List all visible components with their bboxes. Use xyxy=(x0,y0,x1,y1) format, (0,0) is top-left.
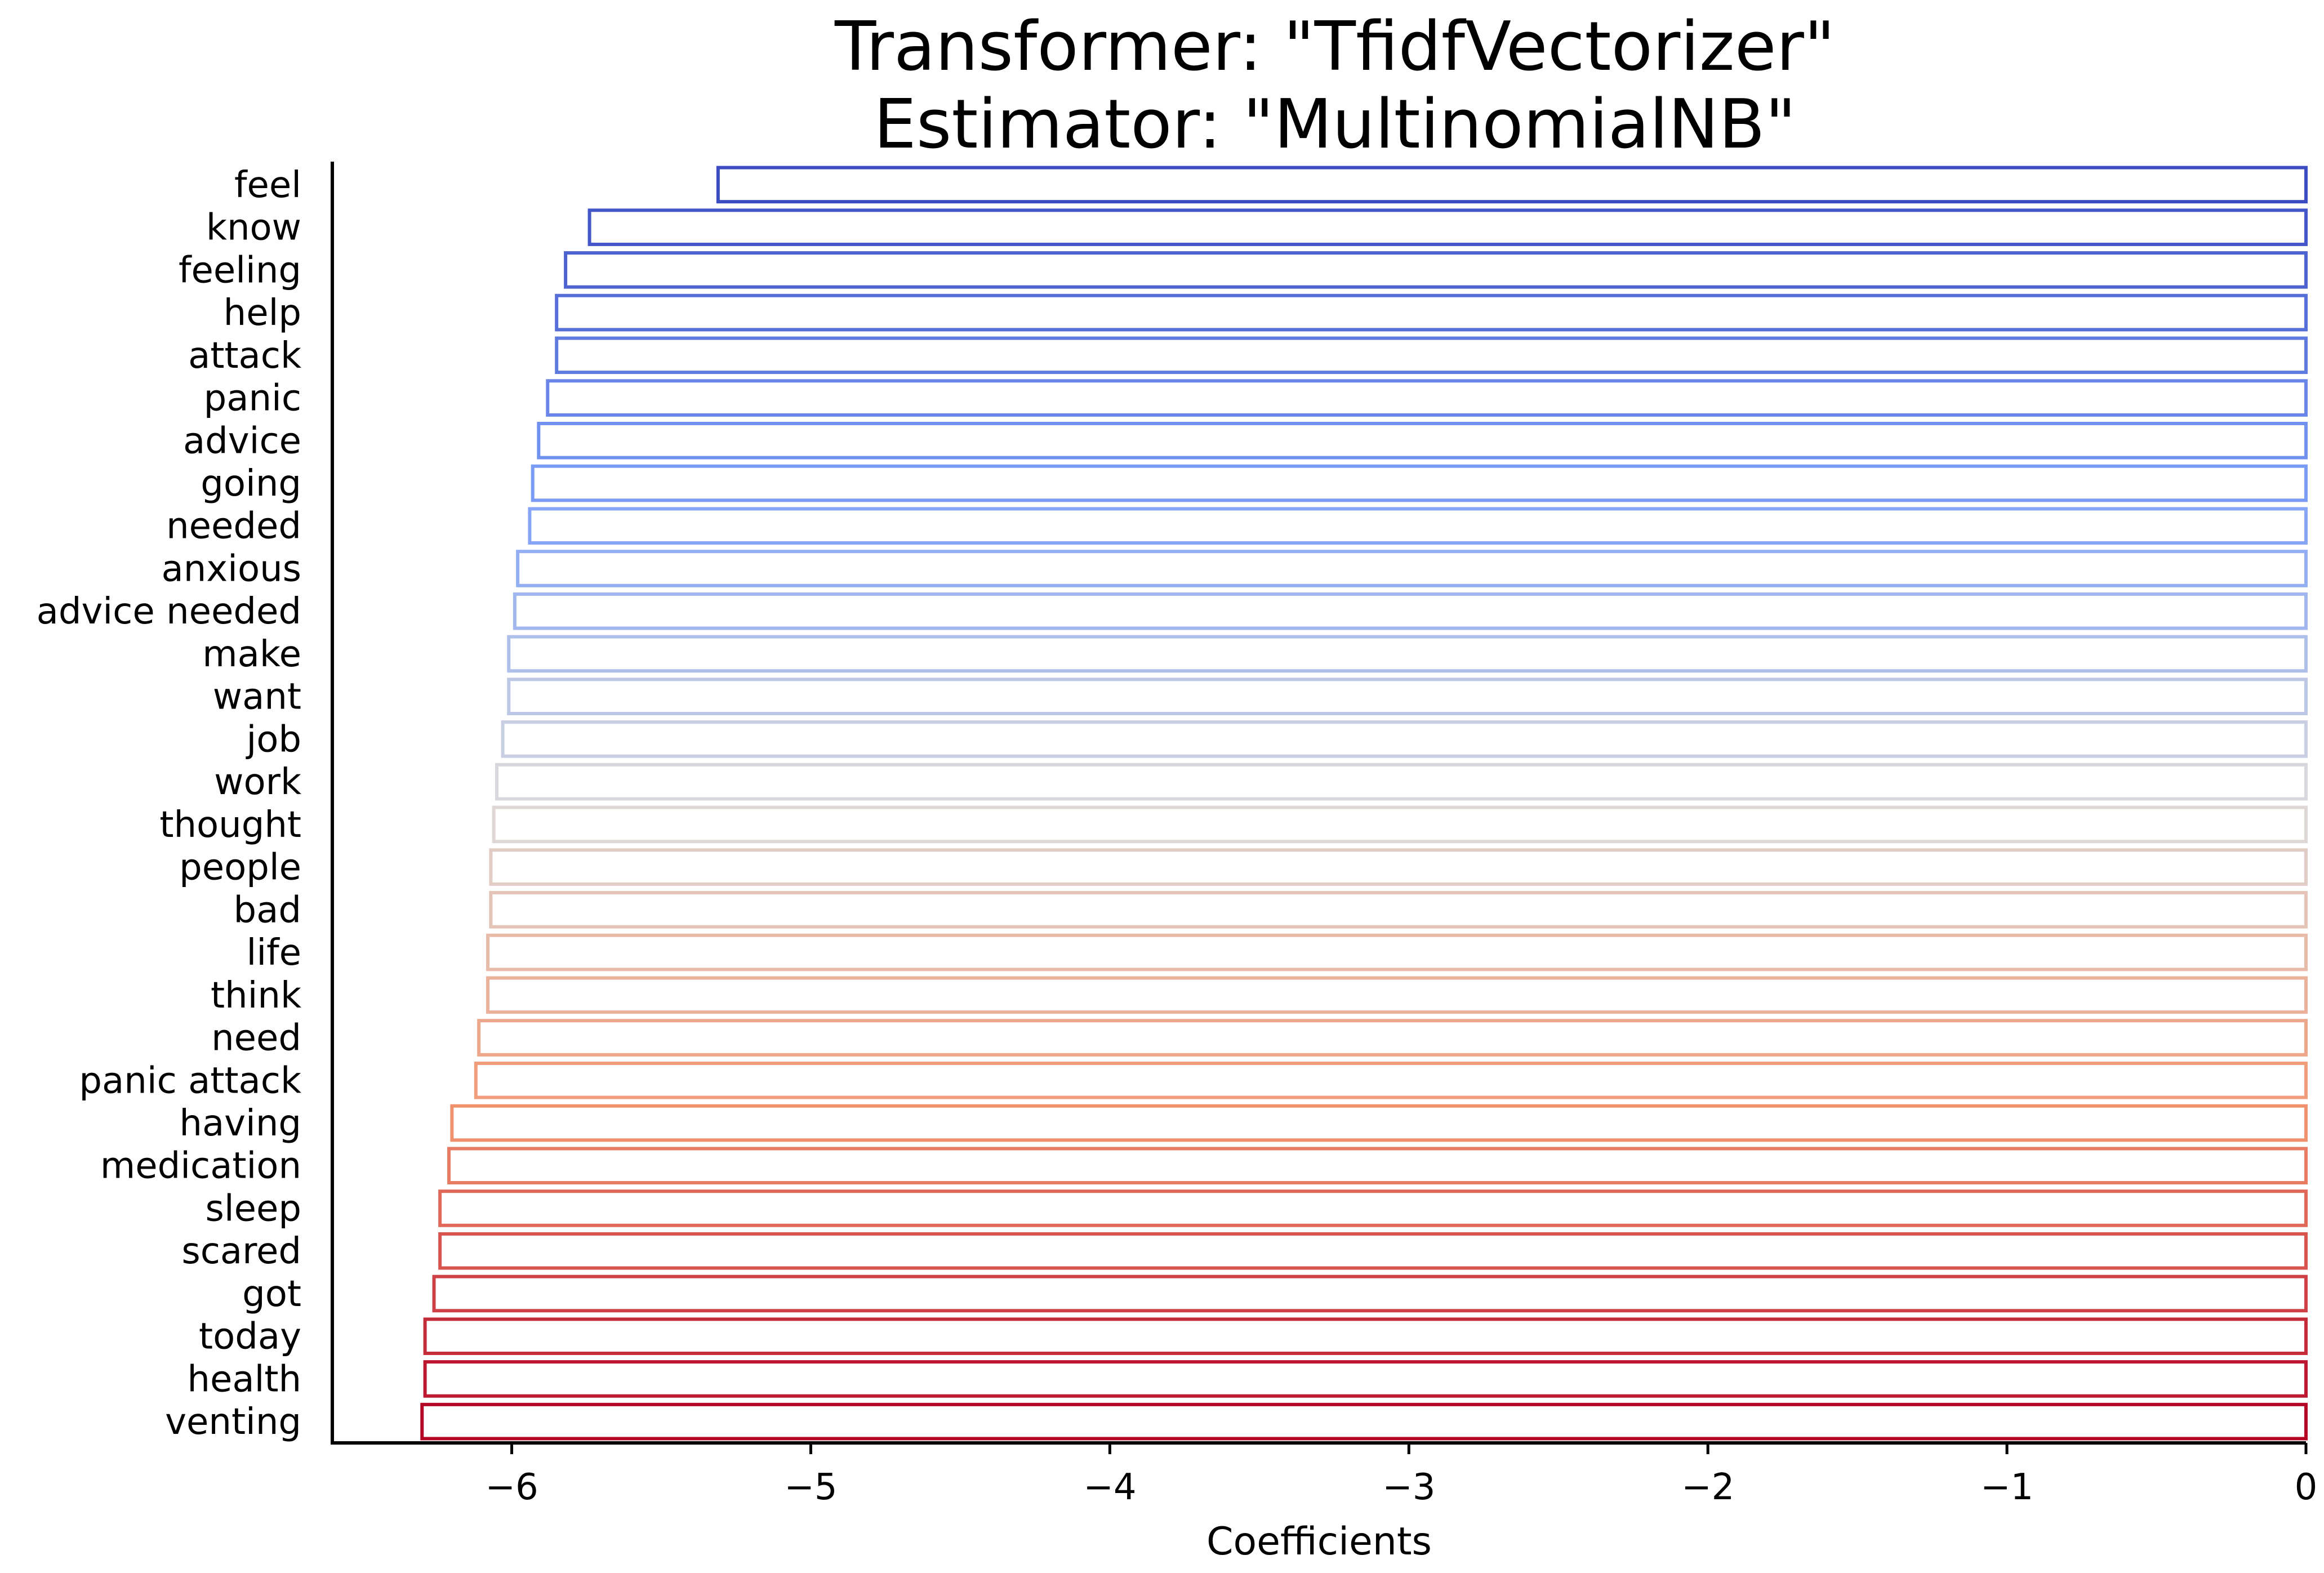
bar-people xyxy=(489,848,2308,886)
x-tick-label: −3 xyxy=(1382,1467,1435,1508)
y-tick-label-venting: venting xyxy=(165,1401,301,1443)
y-tick-label-medication: medication xyxy=(100,1146,301,1187)
y-tick-label-having: having xyxy=(179,1103,301,1144)
y-tick-label-scared: scared xyxy=(181,1231,301,1272)
y-tick-label-think: think xyxy=(211,975,301,1017)
y-tick-label-life: life xyxy=(247,932,301,974)
bar-sleep xyxy=(438,1189,2308,1227)
y-tick-label-attack: attack xyxy=(188,335,301,377)
bar-today xyxy=(423,1317,2308,1355)
bar-feel xyxy=(716,166,2308,204)
bar-medication xyxy=(447,1147,2308,1185)
bar-bad xyxy=(489,891,2308,929)
x-tick-label: 0 xyxy=(2295,1467,2318,1508)
x-tick-label: −6 xyxy=(485,1467,538,1508)
y-tick-label-sleep: sleep xyxy=(206,1188,302,1229)
y-tick-label-advice-needed: advice needed xyxy=(37,591,301,632)
bars-group xyxy=(420,166,2308,1441)
bar-help xyxy=(555,293,2308,332)
x-axis-label: Coefficients xyxy=(1206,1519,1432,1564)
bar-anxious xyxy=(516,550,2308,587)
y-tick-label-anxious: anxious xyxy=(162,548,302,590)
y-tick-labels: feelknowfeelinghelpattackpanicadvicegoin… xyxy=(37,164,301,1443)
y-tick-label-job: job xyxy=(245,719,301,760)
bar-advice-needed xyxy=(513,592,2308,630)
bar-health xyxy=(423,1360,2308,1398)
x-tick-label: −5 xyxy=(784,1467,837,1508)
chart-title-line-2: Estimator: "MultinomialNB" xyxy=(874,86,1796,164)
bar-panic xyxy=(546,379,2308,417)
y-tick-label-want: want xyxy=(213,676,301,718)
x-tick-label: −1 xyxy=(1980,1467,2033,1508)
y-tick-label-make: make xyxy=(202,634,301,675)
bar-thought xyxy=(492,805,2308,844)
bar-want xyxy=(507,678,2308,715)
bar-life xyxy=(486,933,2308,972)
y-tick-label-need: need xyxy=(211,1018,301,1059)
x-tick-label: −4 xyxy=(1083,1467,1136,1508)
bar-need xyxy=(477,1019,2308,1057)
bar-having xyxy=(450,1104,2308,1142)
y-tick-label-thought: thought xyxy=(159,804,301,846)
bar-got xyxy=(432,1275,2308,1313)
bar-think xyxy=(486,976,2308,1014)
y-tick-label-bad: bad xyxy=(234,889,301,931)
y-tick-label-needed: needed xyxy=(166,506,301,547)
y-tick-label-got: got xyxy=(242,1273,301,1315)
bar-make xyxy=(507,635,2308,673)
y-tick-label-today: today xyxy=(199,1316,301,1358)
y-tick-label-help: help xyxy=(224,292,301,334)
bar-feeling xyxy=(564,251,2308,289)
bar-attack xyxy=(555,336,2308,375)
y-tick-label-advice: advice xyxy=(183,420,301,462)
y-tick-label-health: health xyxy=(187,1358,301,1400)
y-tick-label-work: work xyxy=(214,761,301,803)
y-tick-label-know: know xyxy=(206,207,301,249)
bar-venting xyxy=(420,1402,2308,1441)
x-tick-label: −2 xyxy=(1681,1467,1734,1508)
bar-panic-attack xyxy=(474,1061,2308,1099)
y-tick-label-panic-attack: panic attack xyxy=(79,1060,301,1102)
bar-know xyxy=(587,208,2308,246)
bar-going xyxy=(531,464,2308,502)
bar-work xyxy=(495,763,2308,801)
y-tick-label-going: going xyxy=(201,463,301,505)
x-axis-ticks: −6 −5 −4 −3 −2 −1 0 xyxy=(485,1443,2317,1508)
bar-job xyxy=(501,720,2308,758)
y-tick-label-panic: panic xyxy=(204,378,301,420)
bar-scared xyxy=(438,1232,2308,1270)
bar-needed xyxy=(528,507,2308,545)
bar-advice xyxy=(537,421,2308,460)
chart-title-line-1: Transformer: "TfidfVectorizer" xyxy=(834,8,1835,86)
y-tick-label-people: people xyxy=(179,847,301,889)
y-tick-label-feeling: feeling xyxy=(179,249,301,291)
chart-title: Transformer: "TfidfVectorizer" Estimator… xyxy=(834,8,1835,164)
y-tick-label-feel: feel xyxy=(234,164,301,206)
